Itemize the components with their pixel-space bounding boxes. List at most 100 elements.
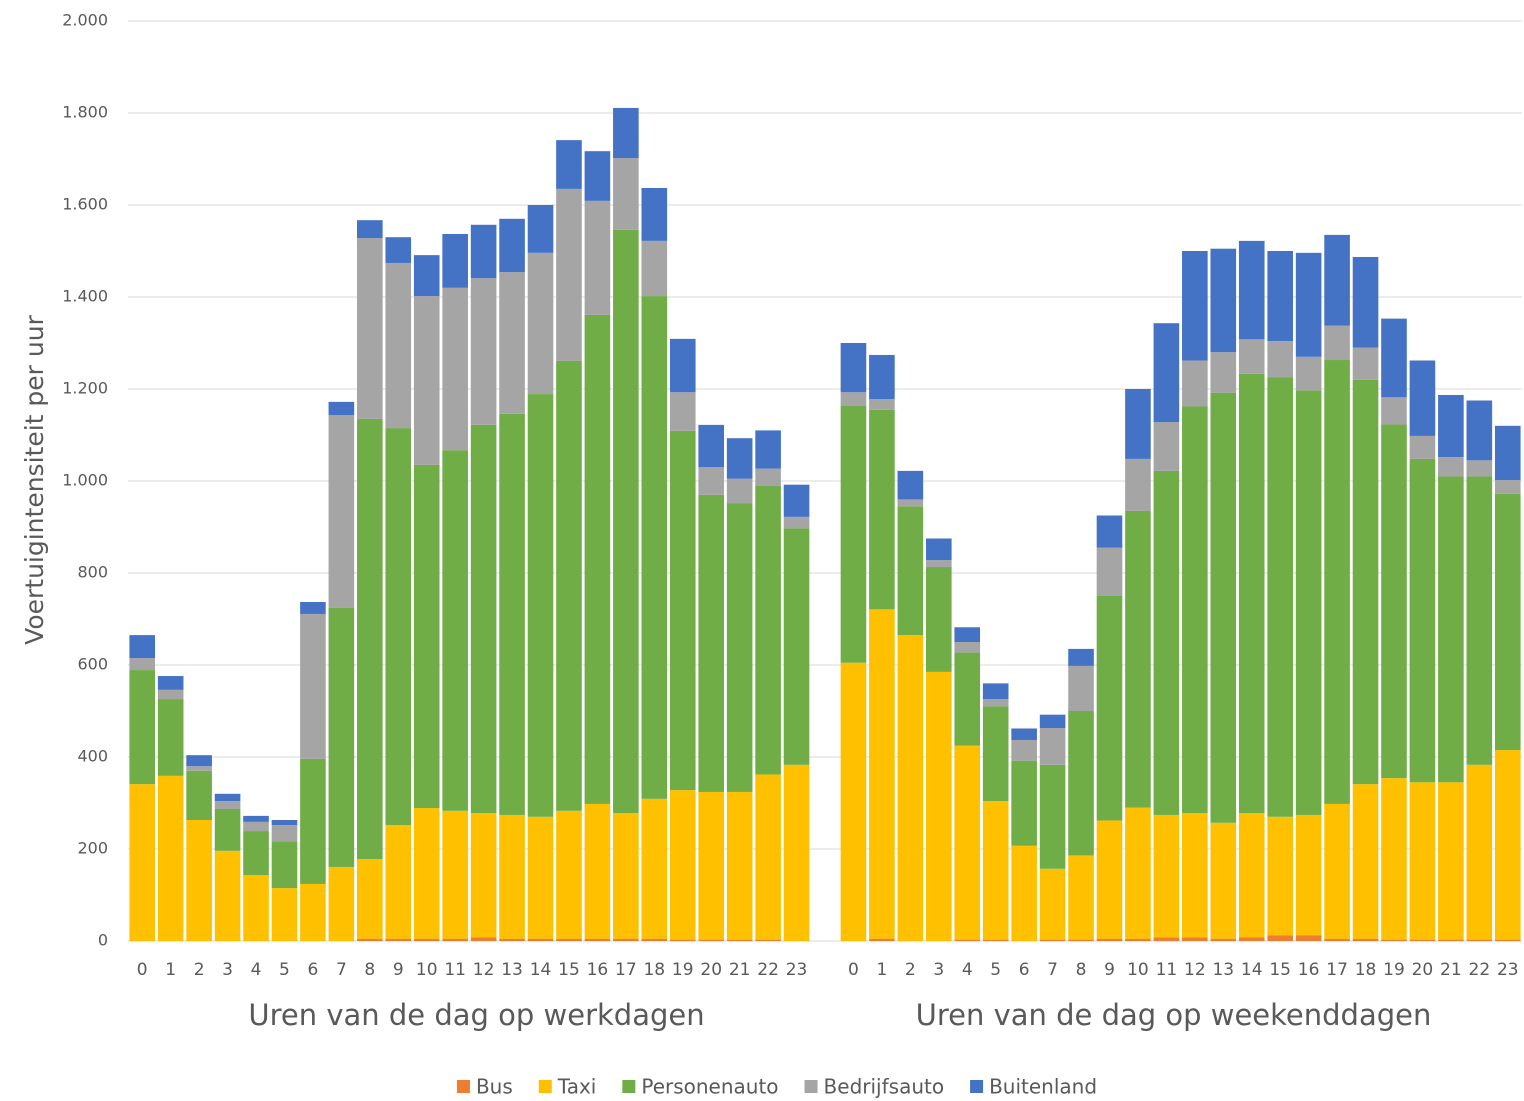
bar-segment — [385, 938, 412, 941]
legend-swatch — [538, 1080, 552, 1093]
x-tick-label: 14 — [530, 960, 552, 980]
bar-segment — [527, 252, 554, 395]
bar-segment — [1182, 937, 1208, 941]
bar-segment — [442, 938, 468, 941]
bar-segment — [357, 220, 383, 239]
bar-segment — [726, 438, 753, 479]
x-tick-label: 19 — [672, 960, 694, 980]
legend-swatch — [622, 1080, 636, 1093]
bar-segment — [442, 287, 468, 451]
bar-segment — [556, 810, 582, 939]
bar-segment — [1466, 476, 1493, 765]
x-tick-label: 19 — [1383, 960, 1405, 980]
bar-segment — [954, 642, 981, 653]
bar-segment — [982, 801, 1009, 940]
bar-segment — [840, 343, 867, 393]
bar-segment — [1466, 939, 1493, 941]
bar-segment — [1267, 251, 1293, 342]
x-tick-label: 13 — [501, 960, 523, 980]
bar-segment — [214, 793, 241, 802]
bar-segment — [556, 938, 582, 941]
bar-segment — [1352, 379, 1379, 785]
bar-segment — [641, 296, 668, 799]
bar-segment — [385, 262, 412, 429]
legend-label: Bus — [476, 1075, 513, 1099]
bar-segment — [698, 467, 725, 495]
x-tick-label: 14 — [1241, 960, 1263, 980]
bar-segment — [499, 272, 525, 414]
bar-segment — [300, 613, 326, 759]
bar-segment — [1096, 596, 1123, 821]
bar-segment — [783, 764, 810, 941]
bar-segment — [869, 609, 895, 939]
bar-segment — [1039, 728, 1066, 765]
bar-segment — [271, 841, 298, 889]
bar-segment — [1267, 935, 1293, 941]
bar-segment — [698, 494, 725, 792]
bar-segment — [1295, 814, 1322, 936]
bar-segment — [328, 401, 355, 416]
bar-segment — [1210, 392, 1237, 823]
bar-segment — [470, 813, 497, 938]
bar-segment — [357, 238, 383, 419]
y-tick-label: 800 — [77, 563, 108, 582]
bar-segment — [1267, 816, 1293, 936]
bar-segment — [1125, 938, 1151, 941]
bar-segment — [186, 770, 212, 821]
y-tick-label: 2.000 — [62, 11, 108, 30]
bar-segment — [840, 662, 867, 941]
bar-segment — [1438, 939, 1464, 941]
x-tick-label: 7 — [1047, 960, 1058, 980]
bar-segment — [186, 766, 212, 771]
bar-segment — [925, 671, 952, 941]
bar-segment — [1210, 248, 1237, 353]
bar-segment — [755, 774, 781, 940]
bar-segment — [1210, 938, 1237, 941]
y-tick-label: 600 — [77, 655, 108, 674]
bar-segment — [584, 938, 611, 941]
bar-segment — [357, 938, 383, 941]
bar-segment — [1381, 778, 1407, 940]
bar-segment — [1466, 400, 1493, 461]
bar-segment — [1295, 356, 1322, 391]
bar-segment — [157, 676, 184, 690]
bar-segment — [1039, 868, 1066, 940]
y-tick-label: 1.200 — [62, 379, 108, 398]
bar-segment — [698, 791, 725, 940]
bar-segment — [385, 237, 412, 263]
bar-segment — [1324, 803, 1350, 939]
bar-segment — [1494, 939, 1521, 941]
bar-segment — [1153, 814, 1180, 938]
y-tick-label: 0 — [98, 931, 108, 950]
bar-segment — [897, 499, 924, 507]
bar-segment — [157, 699, 184, 776]
y-tick-label: 1.400 — [62, 287, 108, 306]
x-tick-label: 18 — [643, 960, 665, 980]
bar-segment — [214, 808, 241, 851]
bar-segment — [1068, 939, 1094, 941]
bar-segment — [1381, 318, 1407, 398]
x-tick-label: 11 — [1156, 960, 1178, 980]
y-axis-label: Voertuigintensiteit per uur — [20, 314, 49, 644]
bar-segment — [214, 801, 241, 809]
bar-segment — [1409, 360, 1436, 436]
bar-segment — [1494, 425, 1521, 481]
bar-segment — [1352, 347, 1379, 380]
bar-segment — [869, 399, 895, 410]
bar-segment — [413, 255, 440, 297]
bar-segment — [840, 392, 867, 407]
x-tick-label: 0 — [848, 960, 859, 980]
bar-segment — [1267, 341, 1293, 378]
bar-segment — [897, 635, 924, 941]
bar-segment — [470, 424, 497, 814]
bar-segment — [243, 815, 269, 822]
bar-segment — [527, 205, 554, 253]
x-tick-label: 5 — [990, 960, 1001, 980]
bar-segment — [1295, 252, 1322, 357]
x-tick-label: 9 — [1104, 960, 1115, 980]
bar-segment — [214, 850, 241, 941]
x-tick-label: 12 — [473, 960, 495, 980]
bar-segment — [129, 658, 156, 671]
bar-segment — [1324, 360, 1350, 804]
